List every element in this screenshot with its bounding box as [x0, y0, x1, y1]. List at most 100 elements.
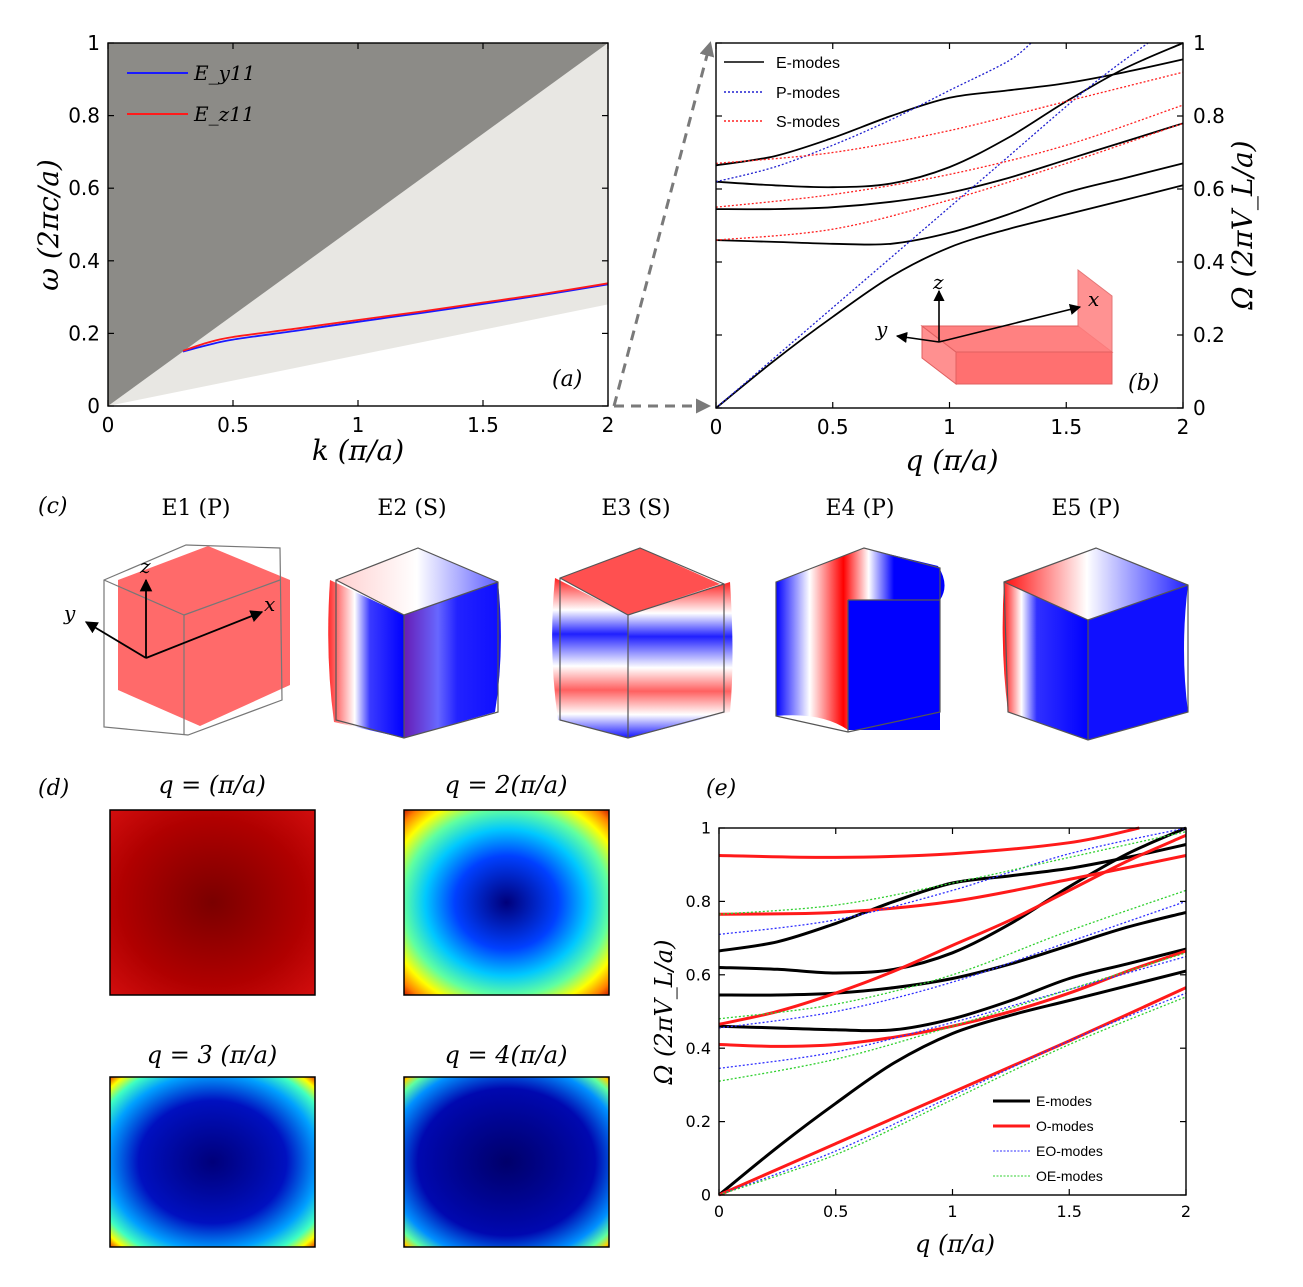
- mode-shape-e2: [328, 547, 501, 739]
- a-y-tick-label: 0: [87, 394, 100, 418]
- map-title-1: q = (π/a): [158, 771, 266, 799]
- e-series-e-modes-4: [718, 843, 1187, 953]
- a-x-tick-label: 0.5: [217, 413, 249, 437]
- b-series-e-modes-3: [715, 42, 1184, 189]
- legend-label-e-modes: E-modes: [1036, 1093, 1092, 1109]
- mode-title-e4: E4 (P): [825, 496, 894, 521]
- cube-y-label: y: [63, 601, 76, 625]
- e-y-tick-label: 0.2: [686, 1112, 711, 1131]
- e-series-eo-modes-10: [718, 992, 1187, 1196]
- legend-label-eo-modes: EO-modes: [1036, 1143, 1103, 1159]
- legend: E-modes P-modes S-modes: [724, 55, 840, 131]
- e-series-eo-modes-13: [718, 827, 1187, 936]
- a-series-e-y11-0: [182, 283, 609, 353]
- map-title-3: q = 3 (π/a): [147, 1041, 278, 1069]
- mode-shape-e4: [775, 547, 945, 733]
- e-series-o-modes-7: [718, 833, 1187, 1026]
- e-y-tick-label: 0.4: [686, 1039, 711, 1058]
- b-x-tick-label: 1.5: [1050, 415, 1082, 439]
- e-series-e-modes-0: [718, 969, 1187, 1197]
- field-map-4: [403, 1076, 610, 1248]
- legend-label-ez11: E_z11: [193, 102, 255, 126]
- b-x-tick-label: 0.5: [817, 415, 849, 439]
- e-series-oe-modes-17: [718, 831, 1187, 915]
- panel-label-e: (e): [706, 776, 736, 801]
- b-y-tick-label: 0.4: [1193, 250, 1225, 274]
- a-y-tick-label: 0.8: [68, 104, 100, 128]
- x-axis-label-a: k (π/a): [312, 434, 404, 467]
- b-series-e-modes-4: [715, 58, 1184, 167]
- map-title-4: q = 4(π/a): [445, 1041, 568, 1069]
- b-series-e-modes-1: [715, 162, 1184, 246]
- a-y-tick-label: 0.4: [68, 249, 100, 273]
- legend: E_y11 E_z11: [127, 61, 255, 126]
- b-y-tick-label: 0.2: [1193, 323, 1225, 347]
- field-map-3: [109, 1076, 316, 1248]
- b-x-tick-label: 1: [943, 415, 956, 439]
- y-axis-label-b: Ω (2πV_L/a): [1226, 140, 1259, 310]
- x-axis-label-b: q (π/a): [905, 444, 998, 477]
- b-series-s-modes-9: [715, 71, 1184, 165]
- b-x-tick-label: 2: [1177, 415, 1190, 439]
- b-y-tick-label: 0: [1193, 396, 1206, 420]
- field-map-1: [109, 809, 316, 996]
- e-y-tick-label: 0.8: [686, 892, 711, 911]
- b-series-s-modes-8: [715, 104, 1184, 208]
- e-series-oe-modes-14: [718, 996, 1187, 1196]
- e-series-e-modes-3: [718, 826, 1187, 975]
- a-y-tick-label: 0.6: [68, 176, 100, 200]
- panel-label-b: (b): [1128, 371, 1159, 396]
- beam-inset: x z y: [875, 268, 1114, 386]
- e-y-tick-label: 0: [701, 1186, 711, 1205]
- cube-x-label: x: [264, 592, 275, 616]
- b-series-e-modes-2: [715, 122, 1184, 211]
- light-cone: [108, 43, 608, 406]
- panel-b: 0 0.5 1 1.5 200.20.40.60.81 E-modes P-modes …: [710, 31, 1259, 477]
- e-series-o-modes-8: [718, 854, 1187, 916]
- a-x-tick-label: 1.5: [467, 413, 499, 437]
- b-x-tick-label: 0: [710, 415, 723, 439]
- mode-title-e5: E5 (P): [1051, 496, 1120, 521]
- e-x-tick-label: 0: [714, 1202, 724, 1221]
- panel-d: (d) q = (π/a) q = 2(π/a) q = 3 (π/a) q =…: [38, 771, 610, 1248]
- a-x-tick-label: 2: [602, 413, 615, 437]
- e-y-tick-label: 1: [701, 819, 711, 838]
- panel-e: (e) 0 0.5 1 1.5 2 0 0.2 0.4 0.6 0.8 1 E-modes O-mo…: [650, 776, 1191, 1258]
- e-series-oe-modes-16: [718, 889, 1187, 1020]
- b-y-tick-label: 1: [1193, 31, 1206, 55]
- b-y-tick-label: 0.8: [1193, 104, 1225, 128]
- zoom-arrow-top: [612, 41, 715, 407]
- b-series-s-modes-7: [715, 122, 1184, 241]
- cube-y-axis: [84, 621, 147, 659]
- cube-z-label: z: [139, 554, 151, 578]
- e-series-oe-modes-15: [718, 952, 1187, 1082]
- panel-a: 0 0.5 1 1.5 200.20.40.60.81 E_y11 E_z11 (a) …: [32, 31, 614, 467]
- b-series-p-modes-5: [715, 42, 1149, 409]
- beam-front: [955, 351, 1113, 385]
- legend-label-o-modes: O-modes: [1036, 1118, 1094, 1134]
- e-y-tick-label: 0.6: [686, 965, 711, 984]
- e-series-o-modes-5: [718, 986, 1187, 1197]
- zoom-arrows: [612, 41, 715, 414]
- e-x-tick-label: 1: [947, 1202, 957, 1221]
- legend-label-ey11: E_y11: [193, 61, 255, 85]
- panel-c: (c) E1 (P) E2 (S) E3 (S) E4 (P) E5 (P) x…: [38, 494, 1189, 741]
- mode-shape-e5: [1002, 547, 1189, 741]
- y-axis-label-a: ω (2πc/a): [32, 159, 65, 291]
- a-y-tick-label: 1: [87, 31, 100, 55]
- map-title-2: q = 2(π/a): [445, 771, 568, 799]
- e-x-tick-label: 2: [1181, 1202, 1191, 1221]
- a-y-tick-label: 0.2: [68, 321, 100, 345]
- mode-shape-e3: [552, 547, 733, 739]
- mode-shape-e1: x z y: [63, 544, 290, 736]
- legend-label-oe-modes: OE-modes: [1036, 1168, 1103, 1184]
- e-series-eo-modes-11: [718, 955, 1187, 1070]
- legend-label-p-modes: P-modes: [776, 85, 840, 102]
- mode-title-e3: E3 (S): [601, 496, 670, 521]
- legend-label-e-modes: E-modes: [776, 55, 840, 72]
- e-series-e-modes-2: [718, 910, 1187, 997]
- b-series-e-modes-0: [715, 184, 1184, 409]
- beam-y-axis: [895, 331, 940, 343]
- e-series-e-modes-1: [718, 947, 1187, 1033]
